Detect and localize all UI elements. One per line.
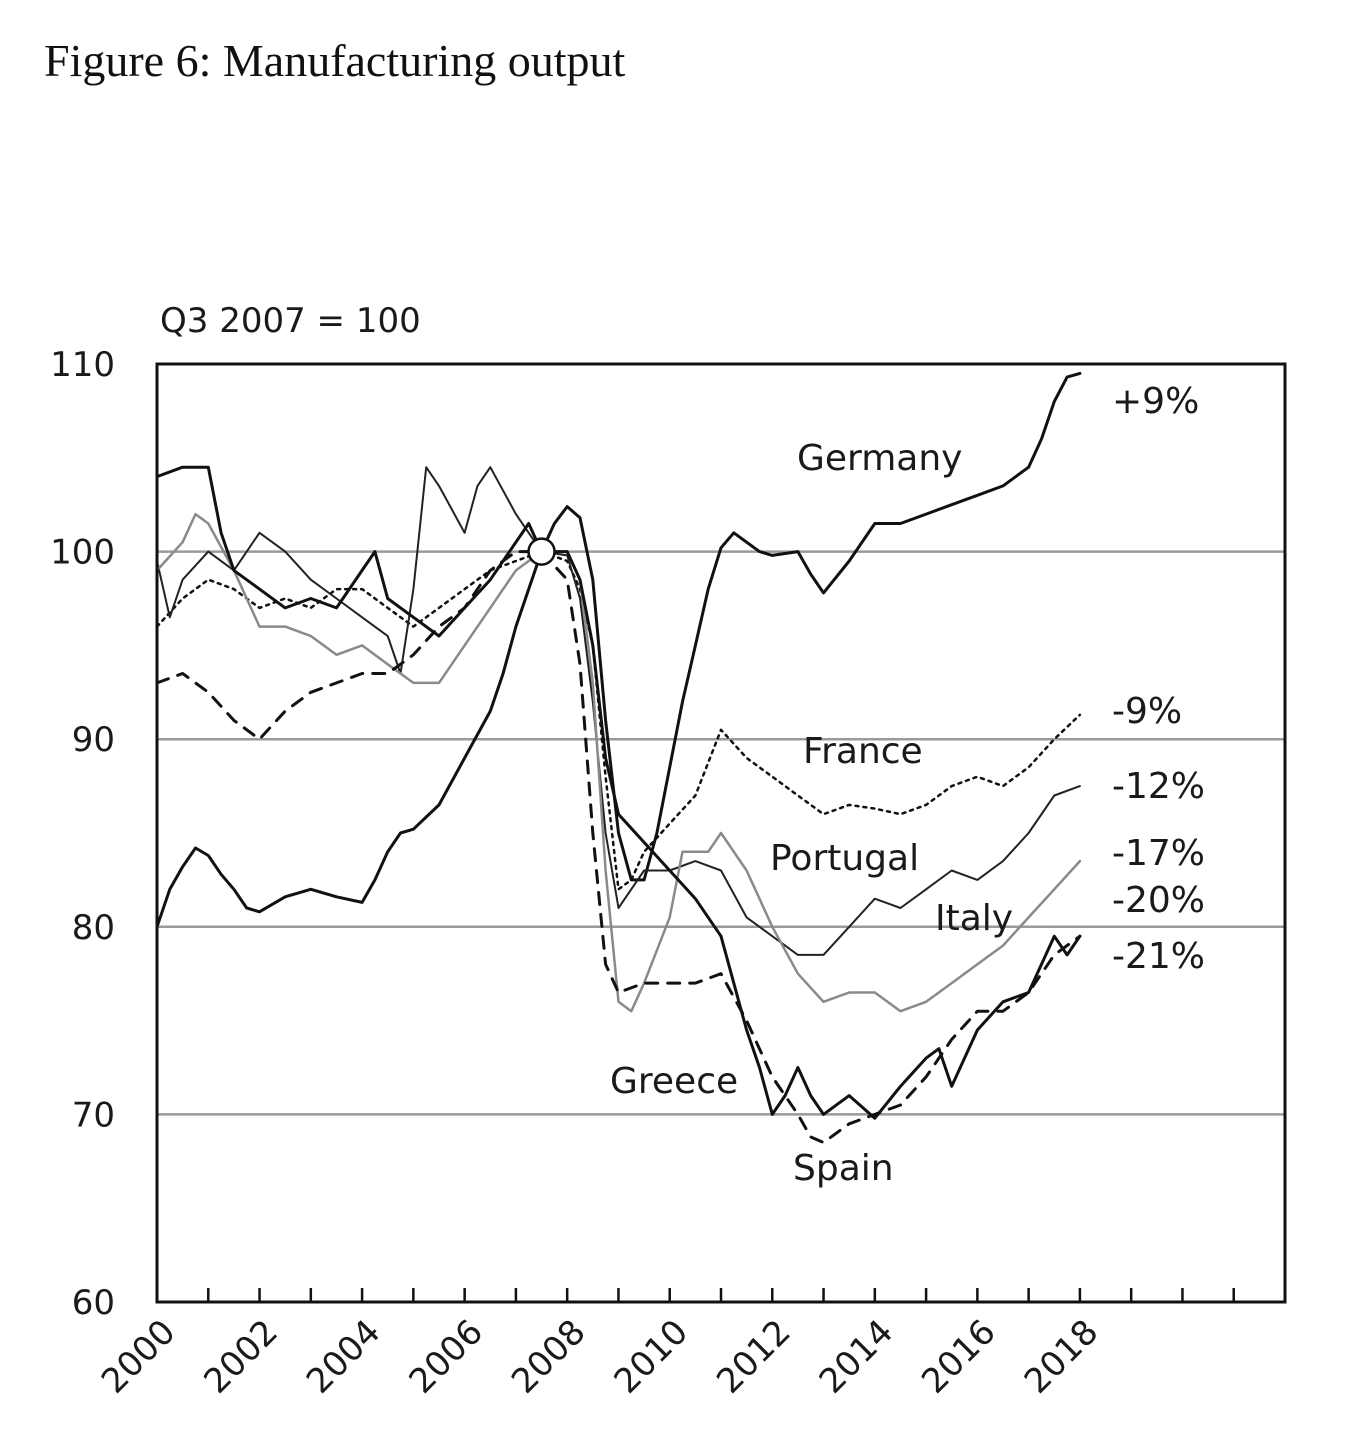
series-line-greece [155, 465, 1082, 1120]
unit-note: Q3 2007 = 100 [160, 301, 421, 341]
series-lines [155, 371, 1082, 1144]
series-line-portugal [156, 466, 1081, 956]
y-tick-label: 70 [72, 1095, 115, 1135]
baseline-marker [527, 537, 556, 566]
series-label-greece: Greece [610, 1061, 738, 1102]
end-label-portugal: -12% [1112, 766, 1205, 807]
end-label-france: -9% [1112, 691, 1182, 732]
y-tick-label: 60 [72, 1283, 115, 1323]
x-tick-label: 2016 [914, 1312, 1003, 1401]
end-label-spain: -20% [1112, 880, 1205, 921]
x-tick-label: 2014 [812, 1312, 901, 1401]
series-line-italy [155, 512, 1082, 1013]
series-label-portugal: Portugal [770, 838, 919, 879]
series-label-france: France [803, 731, 923, 772]
series-label-germany: Germany [797, 438, 962, 479]
x-tick-label: 2008 [504, 1312, 593, 1401]
series-line-france [155, 550, 1082, 891]
y-tick-label: 80 [72, 908, 115, 948]
end-label-germany: +9% [1112, 381, 1199, 422]
x-tick-label: 2006 [402, 1312, 491, 1401]
series-line-germany [155, 371, 1082, 929]
x-tick-label: 2000 [94, 1312, 183, 1401]
y-tick-label: 90 [72, 720, 115, 760]
y-tick-label: 100 [50, 533, 115, 573]
end-label-greece: -21% [1112, 936, 1205, 977]
x-tick-label: 2012 [709, 1312, 798, 1401]
series-line-spain [155, 550, 1082, 1144]
x-tick-label: 2004 [299, 1312, 388, 1401]
x-tick-label: 2018 [1017, 1312, 1106, 1401]
series-label-italy: Italy [935, 898, 1013, 939]
baseline-marker-layer [527, 537, 556, 566]
end-label-italy: -17% [1112, 833, 1205, 874]
x-tick-label: 2002 [196, 1312, 285, 1401]
series-labels: Germany France Portugal Italy Spain Greece +9%… [610, 381, 1205, 1189]
x-tick-label: 2010 [607, 1312, 696, 1401]
series-label-spain: Spain [793, 1148, 894, 1189]
y-tick-label: 110 [50, 345, 115, 385]
figure-title: Figure 6: Manufacturing output [44, 35, 626, 86]
